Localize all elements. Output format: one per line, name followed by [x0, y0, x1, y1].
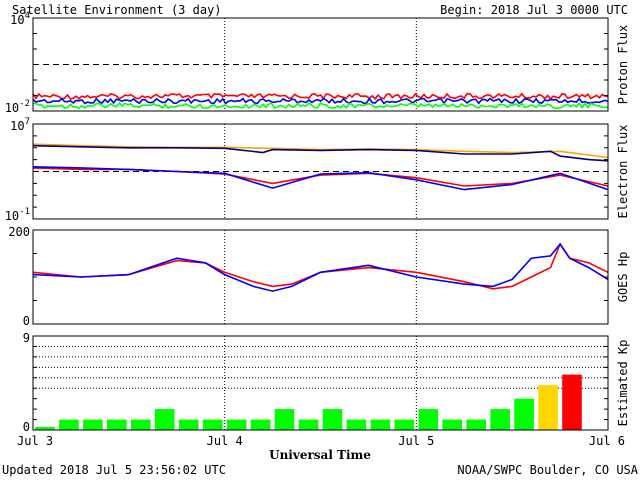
y-tick-label: 104 — [10, 11, 30, 27]
y-tick-label-base: 9 — [23, 331, 30, 345]
y-tick-label-base: 10 — [10, 119, 24, 133]
kp-bar — [322, 409, 343, 430]
x-axis-ticks: Jul 3 Jul 4 Jul 5 Jul 6 — [17, 434, 625, 448]
y-tick-label-base: 10 — [10, 13, 24, 27]
y-tick-label: 10-2 — [5, 99, 30, 115]
kp-bar — [298, 419, 319, 430]
y-tick-label-base: 0 — [23, 420, 30, 434]
y-tick-label: 0 — [23, 420, 30, 434]
kp-bar — [226, 419, 247, 430]
electron-flux-ylabel: Electron Flux — [616, 125, 630, 219]
estimated-kp-frame — [32, 335, 609, 431]
updated-time: Updated 2018 Jul 5 23:56:02 UTC — [2, 463, 226, 477]
kp-bar — [370, 419, 391, 430]
x-axis-label: Universal Time — [269, 448, 371, 462]
electron-flux-series-red — [32, 167, 609, 187]
y-tick-label: 9 — [23, 331, 30, 345]
x-tick-label: Jul 6 — [589, 434, 625, 448]
begin-time: Begin: 2018 Jul 3 0000 UTC — [440, 3, 628, 17]
electron-flux-series-navy — [32, 144, 609, 162]
kp-bar — [466, 419, 486, 430]
kp-bar — [418, 409, 439, 430]
y-tick-label-exponent: 4 — [25, 11, 30, 21]
goes-hp-frame — [32, 229, 609, 325]
kp-bar — [562, 374, 582, 430]
y-tick-label-exponent: 7 — [25, 117, 30, 127]
kp-bar — [107, 419, 127, 430]
kp-bar — [154, 409, 175, 430]
chart-title: Satellite Environment (3 day) — [12, 3, 222, 17]
y-tick-label-base: 0 — [23, 314, 30, 328]
y-tick-label: 10-1 — [5, 207, 30, 223]
kp-bar — [59, 419, 79, 430]
kp-bar — [394, 419, 415, 430]
kp-bar — [178, 419, 199, 430]
y-tick-label: 107 — [10, 117, 30, 133]
kp-bar — [250, 419, 271, 430]
y-tick-label-exponent: -1 — [19, 207, 30, 217]
kp-bar — [346, 419, 367, 430]
credit: NOAA/SWPC Boulder, CO USA — [457, 463, 638, 477]
proton-flux-series-blue — [32, 97, 609, 105]
x-tick-label: Jul 5 — [398, 434, 434, 448]
estimated-kp-panel: 9 0 Estimated Kp — [23, 331, 630, 434]
estimated-kp-ylabel: Estimated Kp — [616, 340, 630, 427]
proton-flux-frame — [32, 17, 609, 112]
electron-flux-frame — [32, 123, 609, 220]
goes-hp-ylabel: GOES Hp — [616, 252, 630, 303]
goes-hp-panel: 200 0 GOES Hp — [8, 225, 630, 328]
proton-flux-series-red — [32, 92, 609, 101]
y-tick-label-base: 200 — [8, 225, 30, 239]
kp-bar — [514, 398, 534, 430]
kp-bar — [490, 409, 510, 430]
kp-bar — [35, 426, 55, 430]
y-tick-label-base: 10 — [5, 209, 19, 223]
proton-flux-series-green — [32, 101, 609, 110]
goes-hp-series-red — [32, 242, 609, 290]
x-tick-label: Jul 3 — [17, 434, 53, 448]
y-tick-label: 0 — [23, 314, 30, 328]
kp-bar — [131, 419, 151, 430]
kp-bar — [538, 385, 558, 430]
kp-bar — [202, 419, 223, 430]
y-tick-label-exponent: -2 — [19, 99, 30, 109]
y-tick-label: 200 — [8, 225, 30, 239]
kp-bar — [442, 419, 462, 430]
x-tick-label: Jul 4 — [207, 434, 243, 448]
electron-flux-series-blue — [32, 166, 609, 191]
goes-hp-series-blue — [32, 242, 609, 292]
kp-bar — [83, 419, 103, 430]
proton-flux-ylabel: Proton Flux — [616, 25, 630, 104]
y-tick-label-base: 10 — [5, 101, 19, 115]
kp-bar — [274, 409, 295, 430]
